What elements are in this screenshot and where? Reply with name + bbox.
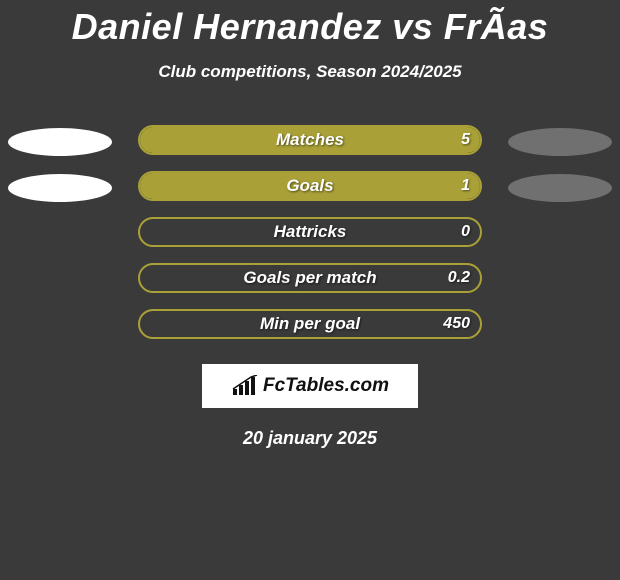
stat-value: 1 bbox=[461, 177, 470, 195]
page-title: Daniel Hernandez vs FrÃ­as bbox=[0, 0, 620, 48]
snapshot-date: 20 january 2025 bbox=[0, 428, 620, 449]
brand-logo-box: FcTables.com bbox=[202, 364, 418, 408]
stat-bar: Hattricks 0 bbox=[138, 217, 482, 247]
stat-bar: Min per goal 450 bbox=[138, 309, 482, 339]
comparison-chart: Matches 5 Goals 1 Hattricks 0 Goals per match 0… bbox=[0, 122, 620, 352]
stat-label: Matches bbox=[276, 130, 344, 150]
right-player-marker bbox=[508, 128, 612, 156]
stat-label: Goals bbox=[286, 176, 333, 196]
stat-row: Hattricks 0 bbox=[0, 214, 620, 260]
stat-row: Goals 1 bbox=[0, 168, 620, 214]
stat-row: Goals per match 0.2 bbox=[0, 260, 620, 306]
brand-text: FcTables.com bbox=[263, 375, 389, 397]
stat-value: 450 bbox=[443, 315, 470, 333]
stat-value: 0.2 bbox=[448, 269, 470, 287]
stat-row: Matches 5 bbox=[0, 122, 620, 168]
stat-value: 5 bbox=[461, 131, 470, 149]
stat-row: Min per goal 450 bbox=[0, 306, 620, 352]
stat-value: 0 bbox=[461, 223, 470, 241]
left-player-marker bbox=[8, 128, 112, 156]
stat-label: Hattricks bbox=[274, 222, 347, 242]
left-player-marker bbox=[8, 174, 112, 202]
stat-label: Min per goal bbox=[260, 314, 360, 334]
stat-label: Goals per match bbox=[243, 268, 376, 288]
subtitle: Club competitions, Season 2024/2025 bbox=[0, 62, 620, 82]
stat-bar: Matches 5 bbox=[138, 125, 482, 155]
bar-chart-icon bbox=[231, 375, 259, 397]
stat-bar: Goals 1 bbox=[138, 171, 482, 201]
stat-bar: Goals per match 0.2 bbox=[138, 263, 482, 293]
right-player-marker bbox=[508, 174, 612, 202]
